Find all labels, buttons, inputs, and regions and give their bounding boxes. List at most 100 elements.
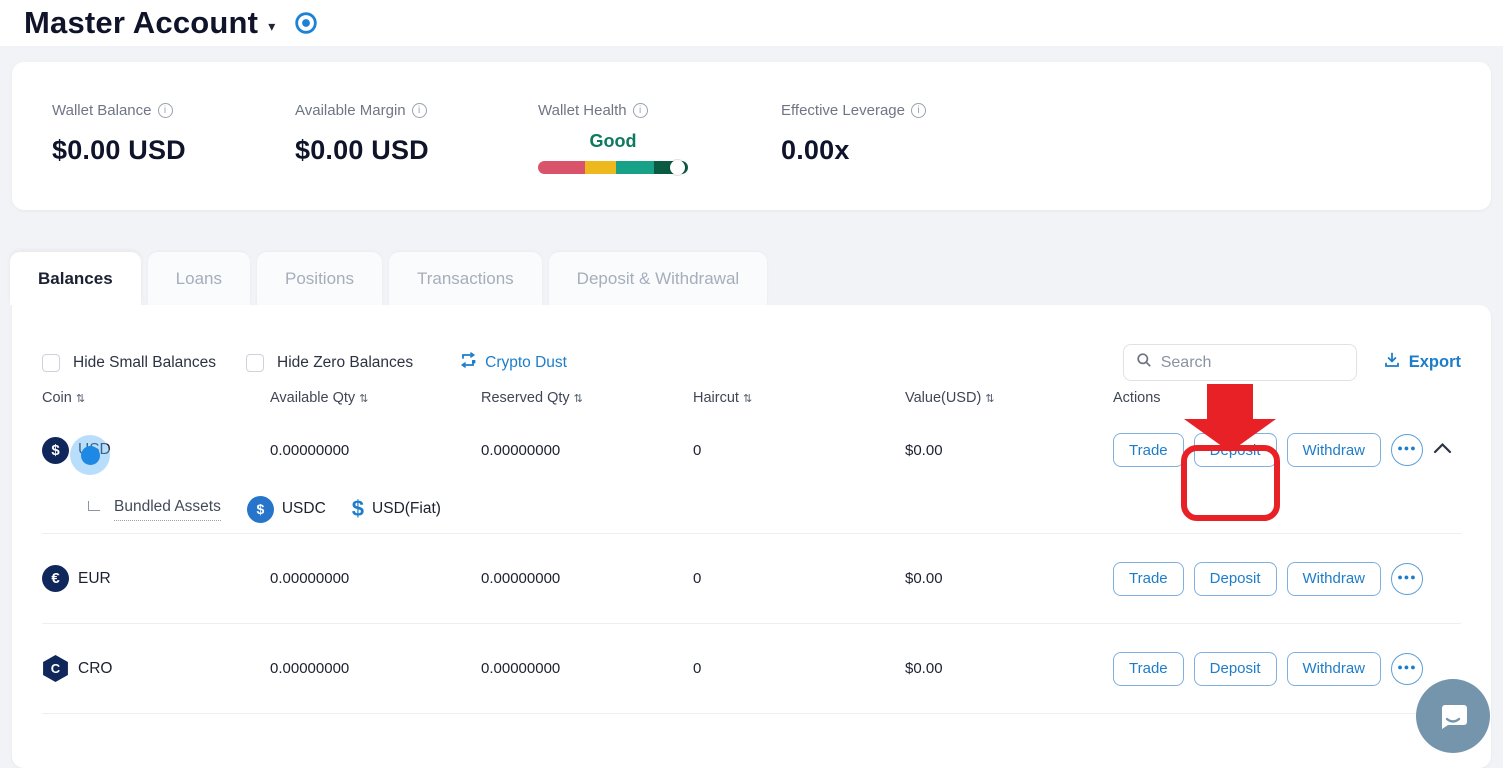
haircut-value: 0 bbox=[693, 660, 702, 677]
search-box[interactable] bbox=[1122, 344, 1357, 381]
stat-wallet-balance: Wallet Balance i $0.00 USD bbox=[52, 102, 295, 210]
hide-zero-balances-checkbox[interactable]: Hide Zero Balances bbox=[246, 353, 413, 372]
sort-icon[interactable]: ⇅ bbox=[985, 392, 995, 405]
bundled-asset-usd-fiat: $ USD(Fiat) bbox=[351, 496, 441, 521]
available-margin-label: Available Margin bbox=[295, 102, 406, 119]
col-header-actions: Actions bbox=[1113, 390, 1161, 406]
page-title: Master Account bbox=[24, 5, 259, 40]
wallet-health-status: Good bbox=[589, 131, 637, 151]
deposit-button[interactable]: Deposit bbox=[1193, 651, 1277, 686]
value-usd-value: $0.00 bbox=[905, 660, 943, 677]
stat-wallet-health: Wallet Health i Good bbox=[538, 102, 781, 210]
top-bar: Master Account ▾ bbox=[0, 0, 1503, 46]
table-row-cro: C CRO 0.00000000 0.00000000 0 $0.00 Trad… bbox=[42, 624, 1461, 713]
gauge-knob bbox=[670, 160, 685, 175]
download-icon bbox=[1383, 351, 1401, 374]
table-row-eur: € EUR 0.00000000 0.00000000 0 $0.00 Trad… bbox=[42, 534, 1461, 623]
tree-branch-icon bbox=[88, 501, 100, 511]
row-divider bbox=[42, 713, 1461, 714]
checkbox-icon[interactable] bbox=[42, 353, 60, 372]
col-header-haircut[interactable]: Haircut ⇅ bbox=[693, 390, 753, 406]
stat-effective-leverage: Effective Leverage i 0.00x bbox=[781, 102, 1024, 210]
trade-button[interactable]: Trade bbox=[1113, 433, 1184, 467]
bundled-assets-label[interactable]: Bundled Assets bbox=[114, 498, 221, 521]
effective-leverage-value: 0.00x bbox=[781, 135, 850, 165]
haircut-value: 0 bbox=[693, 441, 702, 459]
table-header-row: Coin ⇅ Available Qty ⇅ Reserved Qty ⇅ Hairc… bbox=[42, 381, 1461, 415]
stat-available-margin: Available Margin i $0.00 USD bbox=[295, 102, 538, 210]
value-usd-value: $0.00 bbox=[905, 441, 943, 459]
withdraw-button[interactable]: Withdraw bbox=[1286, 561, 1382, 596]
collapse-row-chevron-up-icon[interactable] bbox=[1433, 441, 1452, 459]
sort-icon[interactable]: ⇅ bbox=[742, 392, 753, 405]
col-header-coin[interactable]: Coin ⇅ bbox=[42, 390, 86, 406]
info-icon[interactable]: i bbox=[157, 103, 173, 118]
annotation-arrow bbox=[1207, 384, 1253, 420]
col-header-reserved-qty[interactable]: Reserved Qty ⇅ bbox=[481, 390, 583, 406]
reserved-qty-value: 0.00000000 bbox=[481, 660, 561, 677]
reserved-qty-value: 0.00000000 bbox=[481, 570, 561, 587]
more-actions-button[interactable]: ●●● bbox=[1391, 652, 1424, 685]
available-margin-value: $0.00 USD bbox=[295, 135, 429, 165]
bundled-assets-row: Bundled Assets $ USDC $ USD(Fiat) bbox=[88, 485, 1461, 533]
available-qty-value: 0.00000000 bbox=[270, 660, 350, 677]
tab-loans[interactable]: Loans bbox=[147, 252, 250, 305]
tab-transactions[interactable]: Transactions bbox=[388, 252, 542, 305]
search-icon bbox=[1136, 352, 1152, 373]
row-divider bbox=[42, 623, 1461, 624]
chat-support-button[interactable] bbox=[1416, 679, 1490, 753]
export-button[interactable]: Export bbox=[1383, 351, 1461, 374]
sort-icon[interactable]: ⇅ bbox=[75, 392, 86, 405]
wallet-health-label: Wallet Health bbox=[538, 102, 627, 119]
withdraw-button[interactable]: Withdraw bbox=[1286, 433, 1382, 467]
dollar-icon: $ bbox=[351, 496, 365, 521]
crypto-dust-link[interactable]: Crypto Dust bbox=[459, 351, 567, 374]
reserved-qty-value: 0.00000000 bbox=[481, 441, 561, 459]
hide-small-balances-checkbox[interactable]: Hide Small Balances bbox=[42, 353, 216, 372]
balances-panel: Hide Small Balances Hide Zero Balances C… bbox=[12, 305, 1491, 768]
crypto-dust-icon bbox=[459, 351, 477, 374]
cro-coin-icon: C bbox=[43, 655, 68, 682]
search-input[interactable] bbox=[1160, 353, 1331, 372]
caret-down-icon[interactable]: ▾ bbox=[268, 17, 276, 34]
balances-toolbar: Hide Small Balances Hide Zero Balances C… bbox=[42, 305, 1461, 381]
coin-symbol: CRO bbox=[78, 659, 113, 677]
more-actions-button[interactable]: ●●● bbox=[1391, 562, 1424, 595]
row-divider bbox=[42, 533, 1461, 534]
sort-icon[interactable]: ⇅ bbox=[359, 392, 369, 405]
info-icon[interactable]: i bbox=[411, 103, 427, 118]
col-header-value-usd[interactable]: Value(USD) ⇅ bbox=[905, 390, 995, 406]
usd-coin-icon: $ bbox=[42, 436, 69, 464]
bundled-asset-usdc: $ USDC bbox=[246, 495, 326, 523]
tab-balances[interactable]: Balances bbox=[10, 252, 141, 305]
wallet-balance-label: Wallet Balance bbox=[52, 102, 152, 119]
value-usd-value: $0.00 bbox=[905, 570, 943, 587]
available-qty-value: 0.00000000 bbox=[270, 441, 350, 459]
annotation-arrow-head bbox=[1184, 419, 1276, 452]
col-header-available-qty[interactable]: Available Qty ⇅ bbox=[270, 390, 369, 406]
wallet-balance-value: $0.00 USD bbox=[52, 135, 186, 165]
eye-icon[interactable] bbox=[293, 10, 319, 41]
available-qty-value: 0.00000000 bbox=[270, 570, 350, 587]
annotation-highlight-rect bbox=[1181, 445, 1280, 521]
sort-icon[interactable]: ⇅ bbox=[573, 392, 583, 405]
usdc-coin-icon: $ bbox=[246, 495, 274, 523]
trade-button[interactable]: Trade bbox=[1113, 561, 1184, 596]
trade-button[interactable]: Trade bbox=[1113, 651, 1184, 686]
effective-leverage-label: Effective Leverage bbox=[781, 102, 905, 119]
account-summary-card: Wallet Balance i $0.00 USD Available Mar… bbox=[12, 62, 1491, 210]
tab-positions[interactable]: Positions bbox=[257, 252, 382, 305]
more-actions-button[interactable]: ●●● bbox=[1391, 434, 1424, 466]
tab-deposit-withdrawal[interactable]: Deposit & Withdrawal bbox=[548, 252, 768, 305]
haircut-value: 0 bbox=[693, 570, 702, 587]
deposit-button[interactable]: Deposit bbox=[1193, 561, 1277, 596]
click-indicator bbox=[70, 435, 110, 475]
eur-coin-icon: € bbox=[42, 565, 69, 592]
info-icon[interactable]: i bbox=[632, 103, 648, 118]
coin-symbol: EUR bbox=[78, 569, 111, 587]
chat-bubble-icon bbox=[1442, 705, 1467, 729]
checkbox-icon[interactable] bbox=[246, 353, 265, 372]
wallet-health-gauge bbox=[538, 160, 688, 175]
info-icon[interactable]: i bbox=[910, 103, 926, 118]
withdraw-button[interactable]: Withdraw bbox=[1286, 651, 1382, 686]
